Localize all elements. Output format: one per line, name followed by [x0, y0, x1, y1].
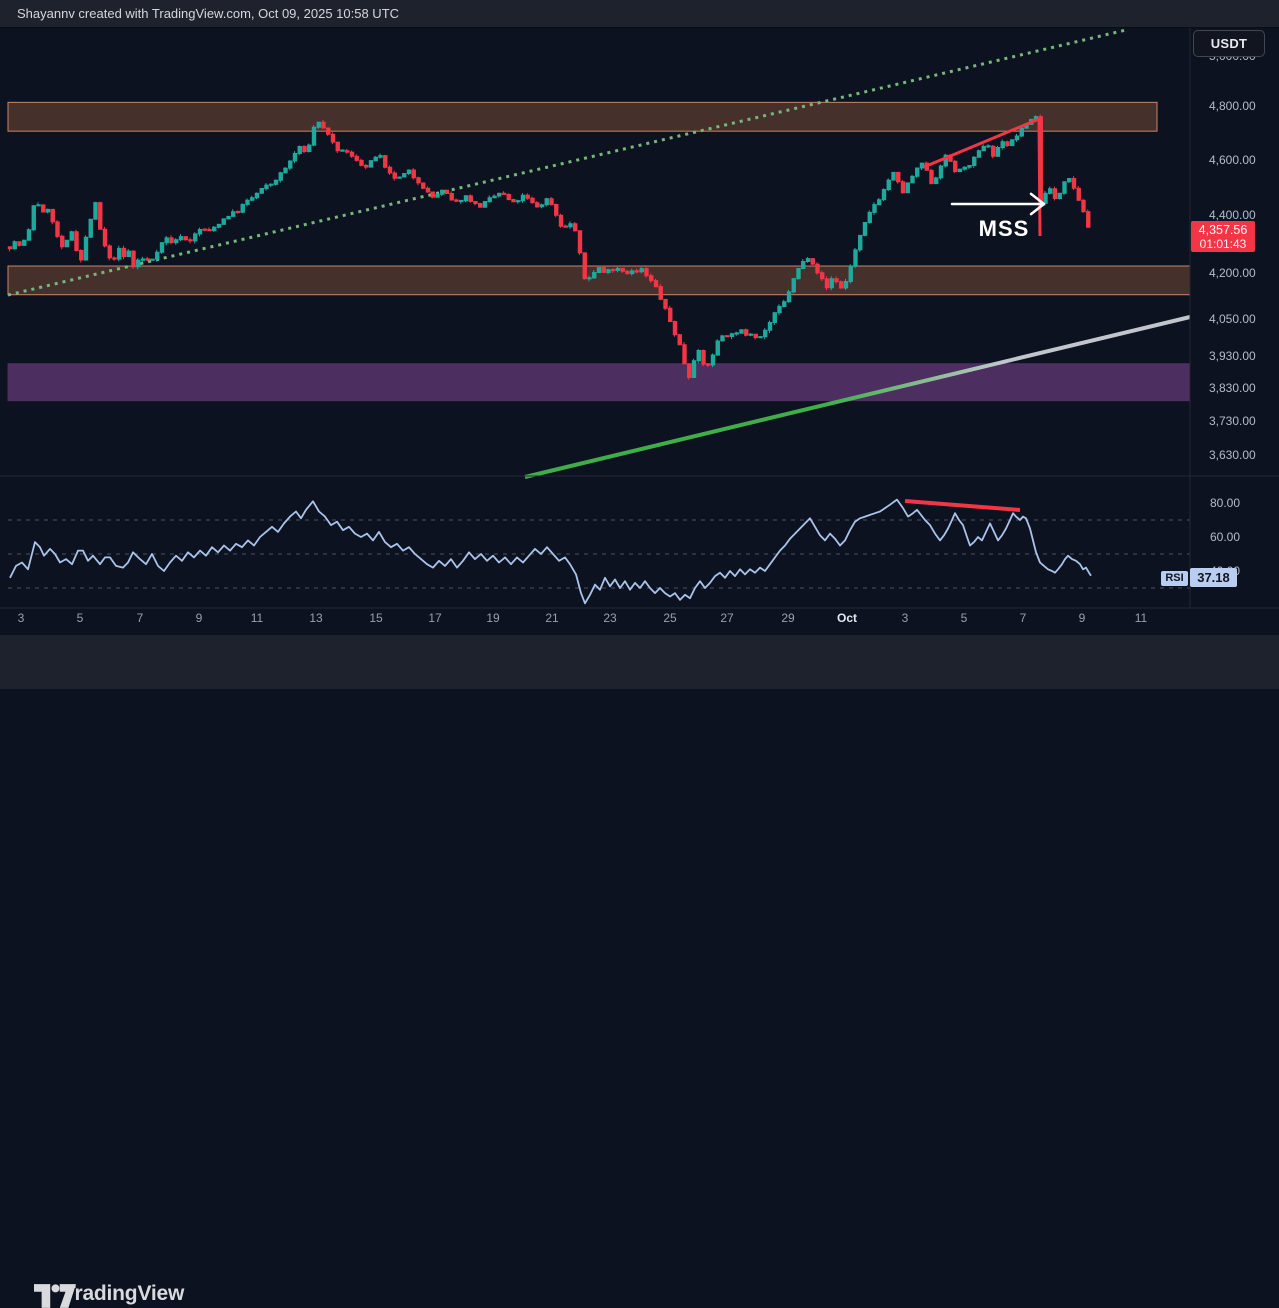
- time-tick-label: 29: [781, 611, 795, 625]
- price-tick-label: 4,200.00: [1209, 266, 1256, 281]
- time-tick-label: 7: [1019, 611, 1027, 625]
- candles-down: [7, 114, 1091, 380]
- candles-up: [12, 115, 1072, 378]
- chart-canvas[interactable]: [0, 28, 1279, 635]
- price-tick-label: 4,800.00: [1209, 99, 1256, 114]
- price-tick-label: 4,600.00: [1209, 152, 1256, 167]
- mss-break-line[interactable]: [923, 117, 1042, 237]
- demand-zone-purple[interactable]: [7, 363, 1191, 402]
- symbol-currency-button[interactable]: USDT: [1193, 30, 1265, 57]
- price-tick-label: 3,630.00: [1209, 448, 1256, 463]
- time-tick-label: 9: [1078, 611, 1086, 625]
- time-tick-label: 5: [76, 611, 84, 625]
- time-tick-label: 17: [428, 611, 442, 625]
- time-tick-label: 23: [603, 611, 617, 625]
- supply-zone-upper[interactable]: [7, 101, 1158, 132]
- time-tick-label: 3: [17, 611, 25, 625]
- rsi-value-label: 37.18: [1190, 568, 1237, 587]
- time-tick-label: 5: [960, 611, 968, 625]
- last-price-label: 4,357.56 01:01:43: [1191, 221, 1255, 252]
- time-tick-label: 9: [195, 611, 203, 625]
- solid-uptrend-line[interactable]: [524, 315, 1191, 479]
- time-tick-label: 11: [1134, 611, 1148, 625]
- attribution-text: Shayannv created with TradingView.com, O…: [17, 6, 400, 21]
- time-tick-label: 3: [901, 611, 909, 625]
- price-tick-label: 3,930.00: [1209, 349, 1256, 364]
- price-tick-label: 3,830.00: [1209, 381, 1256, 396]
- rsi-indicator-badge: RSI: [1161, 571, 1188, 586]
- last-price-value: 4,357.56: [1198, 223, 1248, 237]
- tradingview-wordmark[interactable]: TradingView: [63, 1282, 185, 1305]
- attribution-bar: Shayannv created with TradingView.com, O…: [0, 0, 1279, 28]
- time-tick-label: 7: [136, 611, 144, 625]
- mss-annotation-text[interactable]: MSS: [978, 216, 1030, 241]
- price-tick-label: 3,730.00: [1209, 414, 1256, 429]
- time-tick-label: 15: [369, 611, 383, 625]
- price-tick-label: 4,400.00: [1209, 208, 1256, 223]
- dotted-uptrend-line[interactable]: [7, 28, 1127, 297]
- mss-arrow-icon[interactable]: [950, 192, 1046, 216]
- price-tick-label: 4,050.00: [1209, 311, 1256, 326]
- time-tick-label: 13: [309, 611, 323, 625]
- time-tick-label: 25: [663, 611, 677, 625]
- time-tick-label: 21: [545, 611, 559, 625]
- chart-area[interactable]: 5,000.004,800.004,600.004,400.004,200.00…: [0, 28, 1279, 635]
- time-tick-label: 11: [250, 611, 264, 625]
- rsi-divergence-line[interactable]: [904, 499, 1021, 512]
- bar-countdown: 01:01:43: [1199, 237, 1247, 251]
- rsi-tick-label: 60.00: [1210, 530, 1241, 544]
- footer-bar: TradingView: [0, 635, 1279, 1308]
- rsi-tick-label: 80.00: [1210, 496, 1241, 510]
- time-tick-label: Oct: [836, 611, 858, 625]
- rsi-line: [9, 498, 1092, 605]
- time-tick-label: 27: [720, 611, 734, 625]
- time-tick-label: 19: [486, 611, 500, 625]
